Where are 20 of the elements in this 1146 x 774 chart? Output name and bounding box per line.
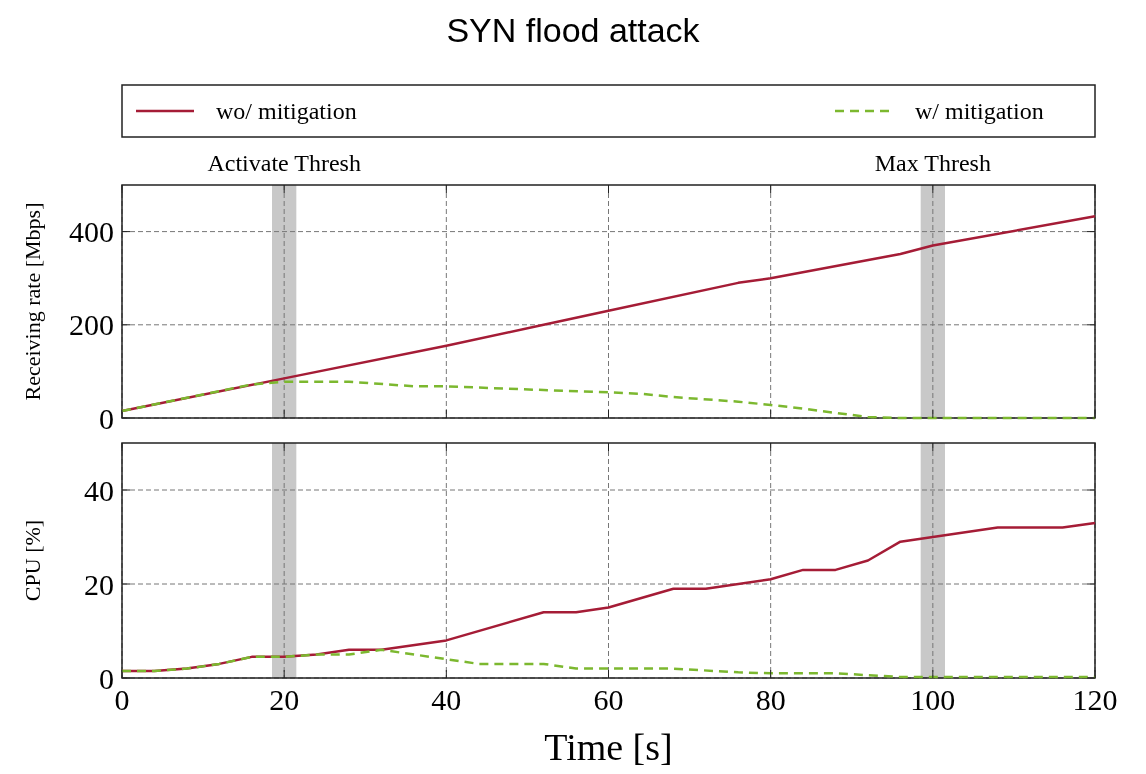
y-tick-label: 400 bbox=[69, 215, 114, 249]
band-label: Max Thresh bbox=[874, 150, 991, 176]
band-label: Activate Thresh bbox=[207, 150, 361, 176]
x-tick-label: 40 bbox=[431, 683, 462, 716]
y-tick-label: 40 bbox=[84, 473, 114, 507]
y-tick-label: 20 bbox=[84, 567, 114, 601]
legend-label: w/ mitigation bbox=[915, 98, 1044, 125]
x-axis-title: Time [s] bbox=[544, 726, 673, 768]
x-tick-label: 100 bbox=[910, 683, 956, 716]
x-tick-label: 80 bbox=[755, 683, 786, 716]
y-tick-label: 200 bbox=[69, 308, 114, 342]
x-tick-label: 120 bbox=[1072, 683, 1118, 716]
y-axis-title: CPU [%] bbox=[20, 519, 45, 602]
y-tick-label: 0 bbox=[99, 401, 114, 435]
y-tick-label: 0 bbox=[99, 661, 114, 695]
y-axis-title: Receiving rate [Mbps] bbox=[20, 202, 45, 401]
legend-label: wo/ mitigation bbox=[216, 98, 357, 125]
x-tick-label: 20 bbox=[269, 683, 300, 716]
x-tick-label: 60 bbox=[593, 683, 624, 716]
chart-title: SYN flood attack bbox=[446, 11, 701, 49]
